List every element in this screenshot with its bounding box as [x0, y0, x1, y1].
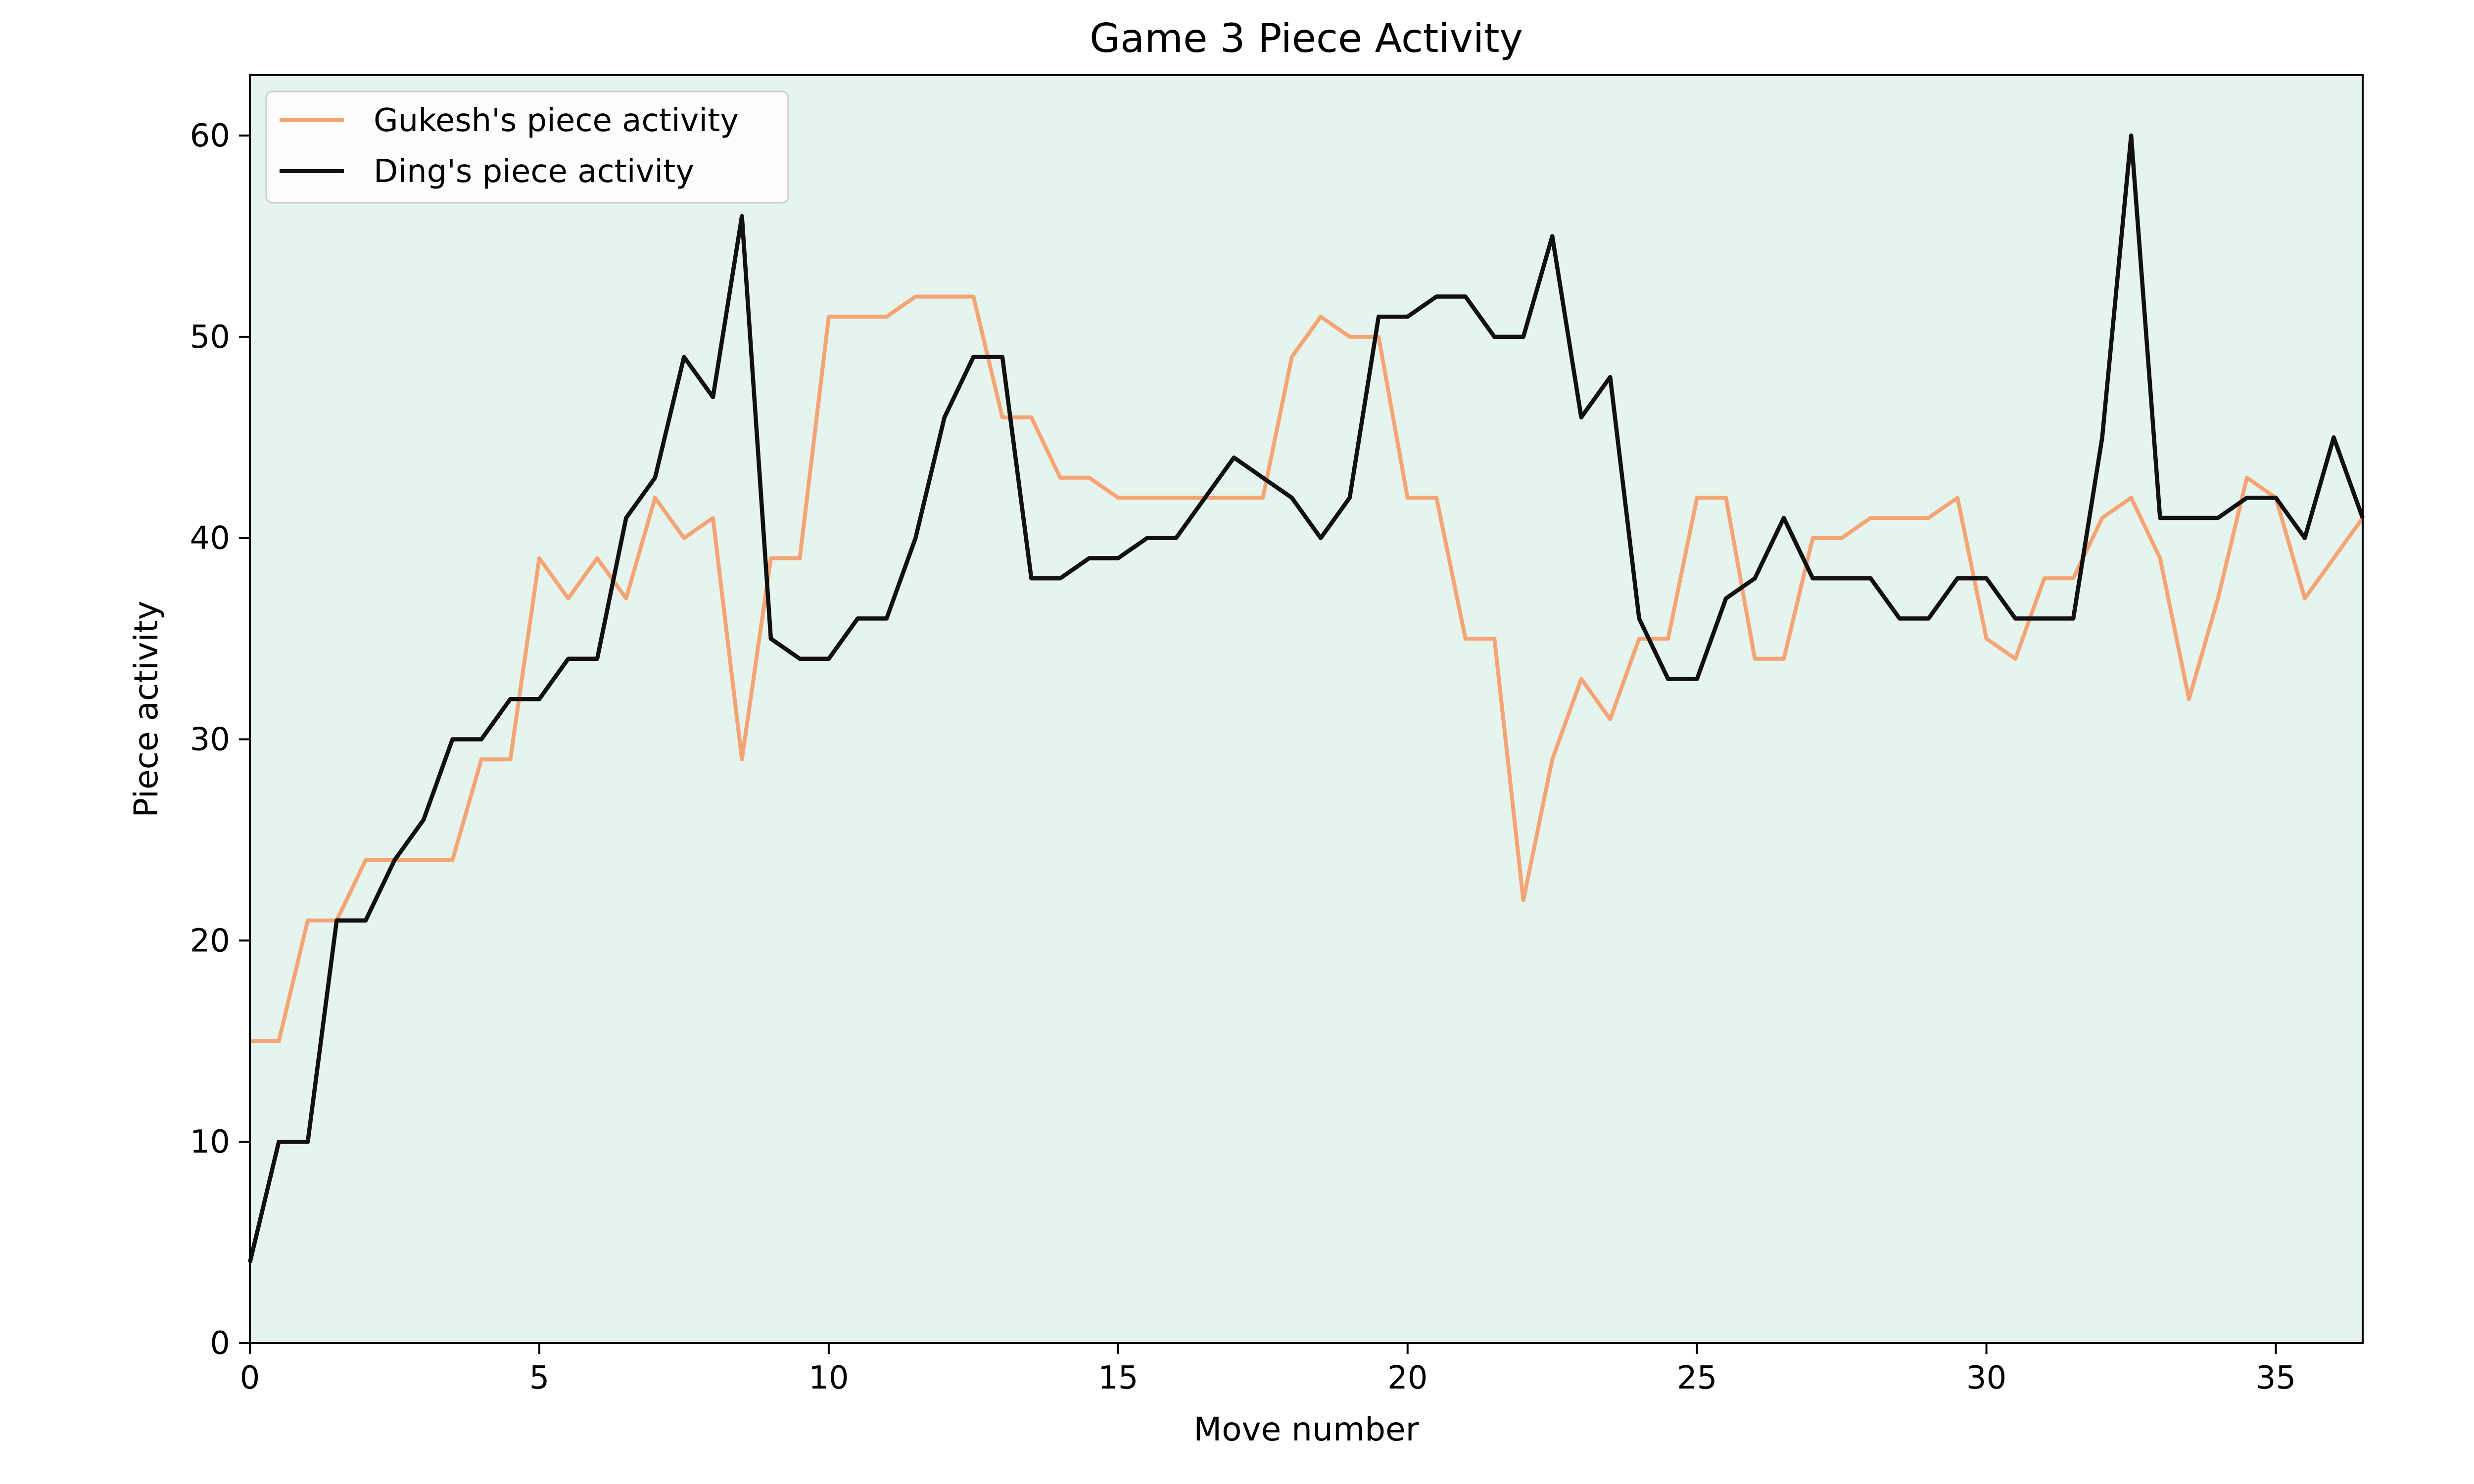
legend-label: Ding's piece activity	[374, 153, 694, 190]
y-tick-label: 50	[190, 319, 230, 356]
x-tick-label: 35	[2256, 1360, 2296, 1396]
x-tick-label: 30	[1966, 1360, 2006, 1396]
series-layer	[247, 133, 2365, 1263]
legend: Gukesh's piece activity Ding's piece acti…	[265, 91, 789, 204]
y-tick-label: 60	[190, 118, 230, 154]
x-tick-label: 0	[240, 1360, 260, 1396]
x-tick-label: 10	[809, 1360, 849, 1396]
y-tick-label: 0	[210, 1325, 230, 1362]
legend-label: Gukesh's piece activity	[374, 102, 739, 139]
y-tick-label: 20	[190, 923, 230, 959]
x-axis-label: Move number	[1193, 1410, 1419, 1448]
x-tick-label: 5	[529, 1360, 550, 1396]
x-tick-label: 25	[1677, 1360, 1717, 1396]
y-tick-label: 30	[190, 722, 230, 758]
x-tick-label: 20	[1387, 1360, 1427, 1396]
y-axis: 0 10 20 30 40 50 60	[190, 118, 250, 1362]
y-tick-label: 40	[190, 520, 230, 557]
legend-box	[265, 91, 789, 204]
chart-title: Game 3 Piece Activity	[1090, 15, 1523, 61]
y-tick-label: 10	[190, 1124, 230, 1160]
x-axis: 0 5 10 15 20 25 30 35	[240, 1343, 2296, 1396]
series-line-0	[250, 294, 2365, 1043]
x-tick-label: 15	[1098, 1360, 1138, 1396]
series-line-1	[247, 133, 2365, 1263]
plot-frame	[249, 74, 2364, 1344]
y-axis-label: Piece activity	[127, 601, 165, 817]
plot-area	[250, 75, 2363, 1343]
